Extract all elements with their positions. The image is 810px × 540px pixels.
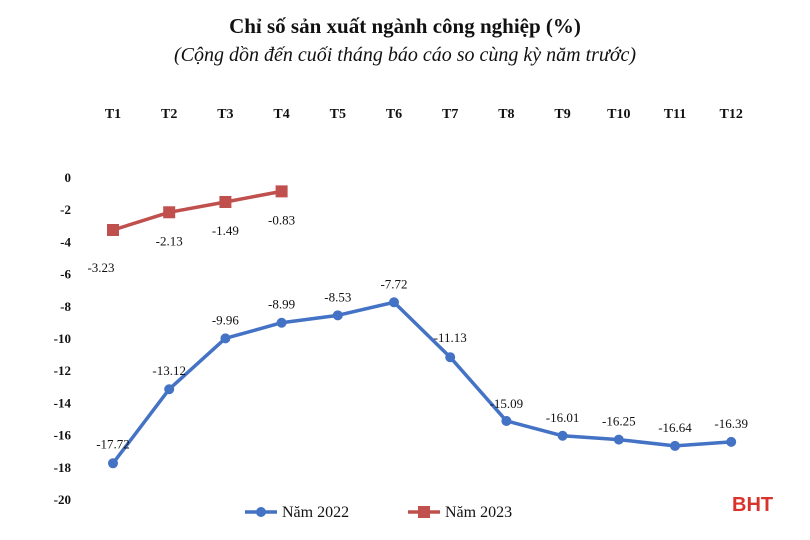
data-point [108, 458, 118, 469]
data-label: -8.53 [324, 289, 351, 304]
x-category-label: T6 [386, 107, 402, 122]
x-category-label: T12 [720, 107, 743, 122]
data-label: -16.25 [602, 414, 636, 429]
x-category-label: T3 [217, 107, 233, 122]
x-axis-categories: T1 T2 T3 T4 T5 T6 T7 T8 T9 T10 T11 T12 [105, 107, 743, 122]
data-point [107, 224, 119, 237]
chart-title: Chỉ số sản xuất ngành công nghiệp (%) [229, 14, 581, 38]
x-category-label: T8 [498, 107, 514, 122]
y-tick-label: -18 [54, 460, 72, 475]
data-point [726, 436, 737, 447]
data-label: -9.96 [212, 312, 240, 327]
data-label: -8.99 [268, 297, 295, 312]
y-tick-label: -4 [60, 234, 71, 249]
y-tick-label: 0 [65, 170, 72, 185]
x-category-label: T5 [330, 107, 346, 122]
data-label: -16.39 [714, 416, 748, 431]
data-labels: -17.72 -13.12 -9.96 -8.99 -8.53 -7.72 -11.13 -1… [87, 212, 748, 451]
x-category-label: T7 [442, 107, 458, 122]
legend-label: Năm 2022 [282, 504, 349, 521]
legend: Năm 2022 Năm 2023 [245, 504, 512, 521]
data-point [275, 185, 288, 198]
x-category-label: T1 [105, 107, 121, 122]
data-point [332, 310, 343, 321]
y-tick-label: -2 [60, 202, 71, 217]
data-label: -15.09 [490, 396, 524, 411]
x-category-label: T9 [554, 107, 570, 122]
data-point [163, 206, 176, 219]
data-label: -0.83 [268, 212, 295, 227]
data-point [220, 333, 231, 344]
series-line [112, 189, 282, 232]
data-point [501, 415, 512, 426]
data-point [445, 352, 456, 363]
data-label: -13.12 [152, 363, 186, 378]
data-label: -16.64 [658, 420, 692, 435]
data-point [276, 317, 287, 328]
data-label: -16.01 [546, 410, 580, 425]
legend-marker [256, 507, 266, 517]
y-tick-label: -12 [54, 363, 71, 378]
series-line [111, 300, 732, 465]
data-point [670, 440, 680, 451]
x-category-label: T2 [161, 107, 177, 122]
y-tick-label: -20 [54, 492, 71, 507]
data-point [219, 195, 232, 208]
data-label: -17.72 [96, 436, 130, 451]
data-point [164, 384, 175, 395]
legend-marker [418, 506, 430, 518]
data-point [613, 434, 624, 445]
y-tick-label: -6 [60, 267, 71, 282]
chart-subtitle: (Cộng dồn đến cuối tháng báo cáo so cùng… [173, 44, 637, 66]
data-point [557, 430, 568, 441]
y-tick-label: -16 [54, 428, 72, 443]
data-label: -2.13 [156, 233, 183, 248]
data-label: -11.13 [434, 330, 467, 345]
data-label: -3.23 [87, 260, 114, 275]
legend-label: Năm 2023 [445, 504, 512, 521]
data-label: -7.72 [380, 276, 407, 291]
data-label: -1.49 [212, 223, 239, 238]
x-category-label: T4 [273, 107, 289, 122]
x-category-label: T10 [607, 107, 630, 122]
y-tick-label: -14 [54, 395, 72, 410]
plot-area [107, 185, 737, 469]
x-category-label: T11 [664, 107, 687, 122]
watermark-logo: BHT [732, 494, 773, 516]
y-tick-label: -8 [60, 299, 71, 314]
data-point [389, 297, 399, 308]
y-tick-label: -10 [54, 331, 71, 346]
y-axis: 0 -2 -4 -6 -8 -10 -12 -14 -16 -18 -20 [54, 170, 72, 507]
